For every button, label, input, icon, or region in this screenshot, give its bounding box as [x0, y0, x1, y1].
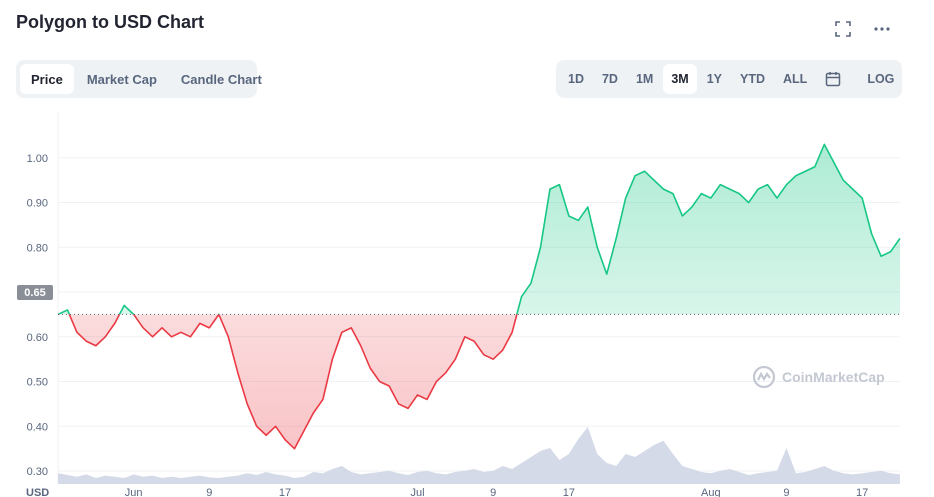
calendar-icon[interactable] — [817, 64, 849, 94]
x-tick-label: Jul — [410, 487, 424, 497]
price-line-down — [57, 314, 518, 450]
range-3m[interactable]: 3M — [663, 64, 697, 94]
y-axis: 1.000.900.800.700.600.500.400.30 — [27, 153, 48, 478]
range-1y[interactable]: 1Y — [706, 72, 723, 86]
y-tick-label: 0.90 — [27, 198, 48, 210]
price-area — [58, 144, 900, 449]
x-tick-label: 17 — [563, 487, 575, 497]
tab-price[interactable]: Price — [20, 64, 74, 94]
volume-area — [58, 427, 900, 484]
x-tick-label: Jun — [125, 487, 143, 497]
range-1d[interactable]: 1D — [568, 72, 584, 86]
x-tick-label: Aug — [701, 487, 721, 497]
x-tick-label: 9 — [490, 487, 496, 497]
x-tick-label: 17 — [279, 487, 291, 497]
watermark: CoinMarketCap — [752, 365, 885, 389]
range-ytd[interactable]: YTD — [740, 72, 766, 86]
more-horizontal-icon[interactable] — [871, 18, 893, 40]
price-area-down — [58, 314, 900, 449]
chart-type-tabs: Price Market Cap Candle Chart — [16, 60, 262, 98]
x-axis: Jun 9 17 Jul 9 17 Aug 9 17 — [125, 487, 868, 497]
range-tabs: 1D 7D 1M 3M 1Y YTD ALL LOG — [556, 60, 902, 98]
price-area-up — [58, 144, 900, 315]
volume-series — [58, 427, 900, 484]
watermark-text: CoinMarketCap — [782, 369, 885, 385]
range-all[interactable]: ALL — [783, 72, 808, 86]
coinmarketcap-logo-icon — [752, 365, 776, 389]
currency-label: USD — [26, 487, 49, 497]
current-price-tag: 0.65 — [17, 285, 53, 300]
log-toggle[interactable]: LOG — [867, 72, 895, 86]
range-7d[interactable]: 7D — [601, 72, 618, 86]
page-title: Polygon to USD Chart — [16, 12, 204, 32]
y-tick-label: 0.40 — [27, 421, 48, 433]
price-line — [57, 143, 901, 450]
price-line-up — [57, 143, 901, 315]
tab-market-cap[interactable]: Market Cap — [86, 71, 157, 87]
y-tick-label: 0.50 — [27, 377, 48, 389]
y-tick-label: 0.30 — [27, 466, 48, 478]
x-tick-label: 17 — [856, 487, 868, 497]
price-chart: 1.000.900.800.700.600.500.400.30 Jun917J… — [26, 112, 901, 497]
expand-icon[interactable] — [832, 18, 854, 40]
x-tick-label: 9 — [206, 487, 212, 497]
tab-candle-chart[interactable]: Candle Chart — [180, 71, 262, 87]
x-tick-label: 9 — [783, 487, 789, 497]
y-tick-label: 1.00 — [27, 153, 48, 165]
y-tick-label: 0.60 — [27, 332, 48, 344]
range-1m[interactable]: 1M — [635, 72, 654, 86]
y-tick-label: 0.80 — [27, 242, 48, 254]
